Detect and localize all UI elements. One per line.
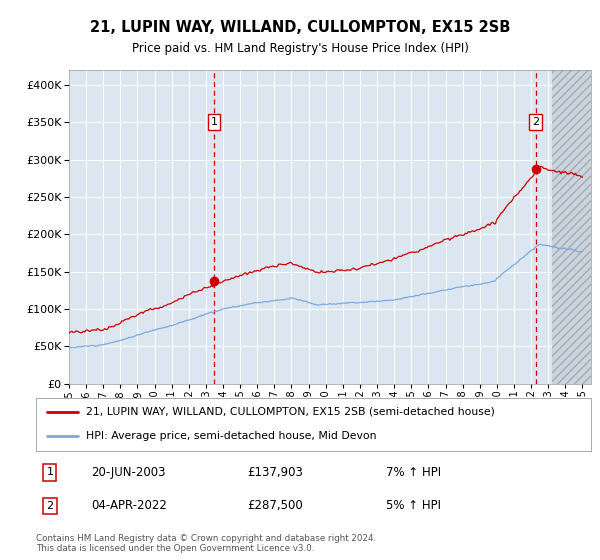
- Text: £287,500: £287,500: [247, 500, 302, 512]
- Bar: [551, 70, 591, 384]
- Text: 2: 2: [46, 501, 53, 511]
- Text: 1: 1: [211, 117, 217, 127]
- Text: Price paid vs. HM Land Registry's House Price Index (HPI): Price paid vs. HM Land Registry's House …: [131, 42, 469, 55]
- Text: 2: 2: [532, 117, 539, 127]
- Text: £137,903: £137,903: [247, 466, 303, 479]
- Text: 21, LUPIN WAY, WILLAND, CULLOMPTON, EX15 2SB (semi-detached house): 21, LUPIN WAY, WILLAND, CULLOMPTON, EX15…: [86, 407, 495, 417]
- Text: 21, LUPIN WAY, WILLAND, CULLOMPTON, EX15 2SB: 21, LUPIN WAY, WILLAND, CULLOMPTON, EX15…: [90, 20, 510, 35]
- Text: 1: 1: [46, 468, 53, 478]
- Text: HPI: Average price, semi-detached house, Mid Devon: HPI: Average price, semi-detached house,…: [86, 431, 376, 441]
- Text: 20-JUN-2003: 20-JUN-2003: [92, 466, 166, 479]
- Bar: [69, 70, 551, 384]
- Text: 7% ↑ HPI: 7% ↑ HPI: [386, 466, 441, 479]
- Text: 04-APR-2022: 04-APR-2022: [92, 500, 167, 512]
- Text: Contains HM Land Registry data © Crown copyright and database right 2024.
This d: Contains HM Land Registry data © Crown c…: [36, 534, 376, 553]
- Text: 5% ↑ HPI: 5% ↑ HPI: [386, 500, 440, 512]
